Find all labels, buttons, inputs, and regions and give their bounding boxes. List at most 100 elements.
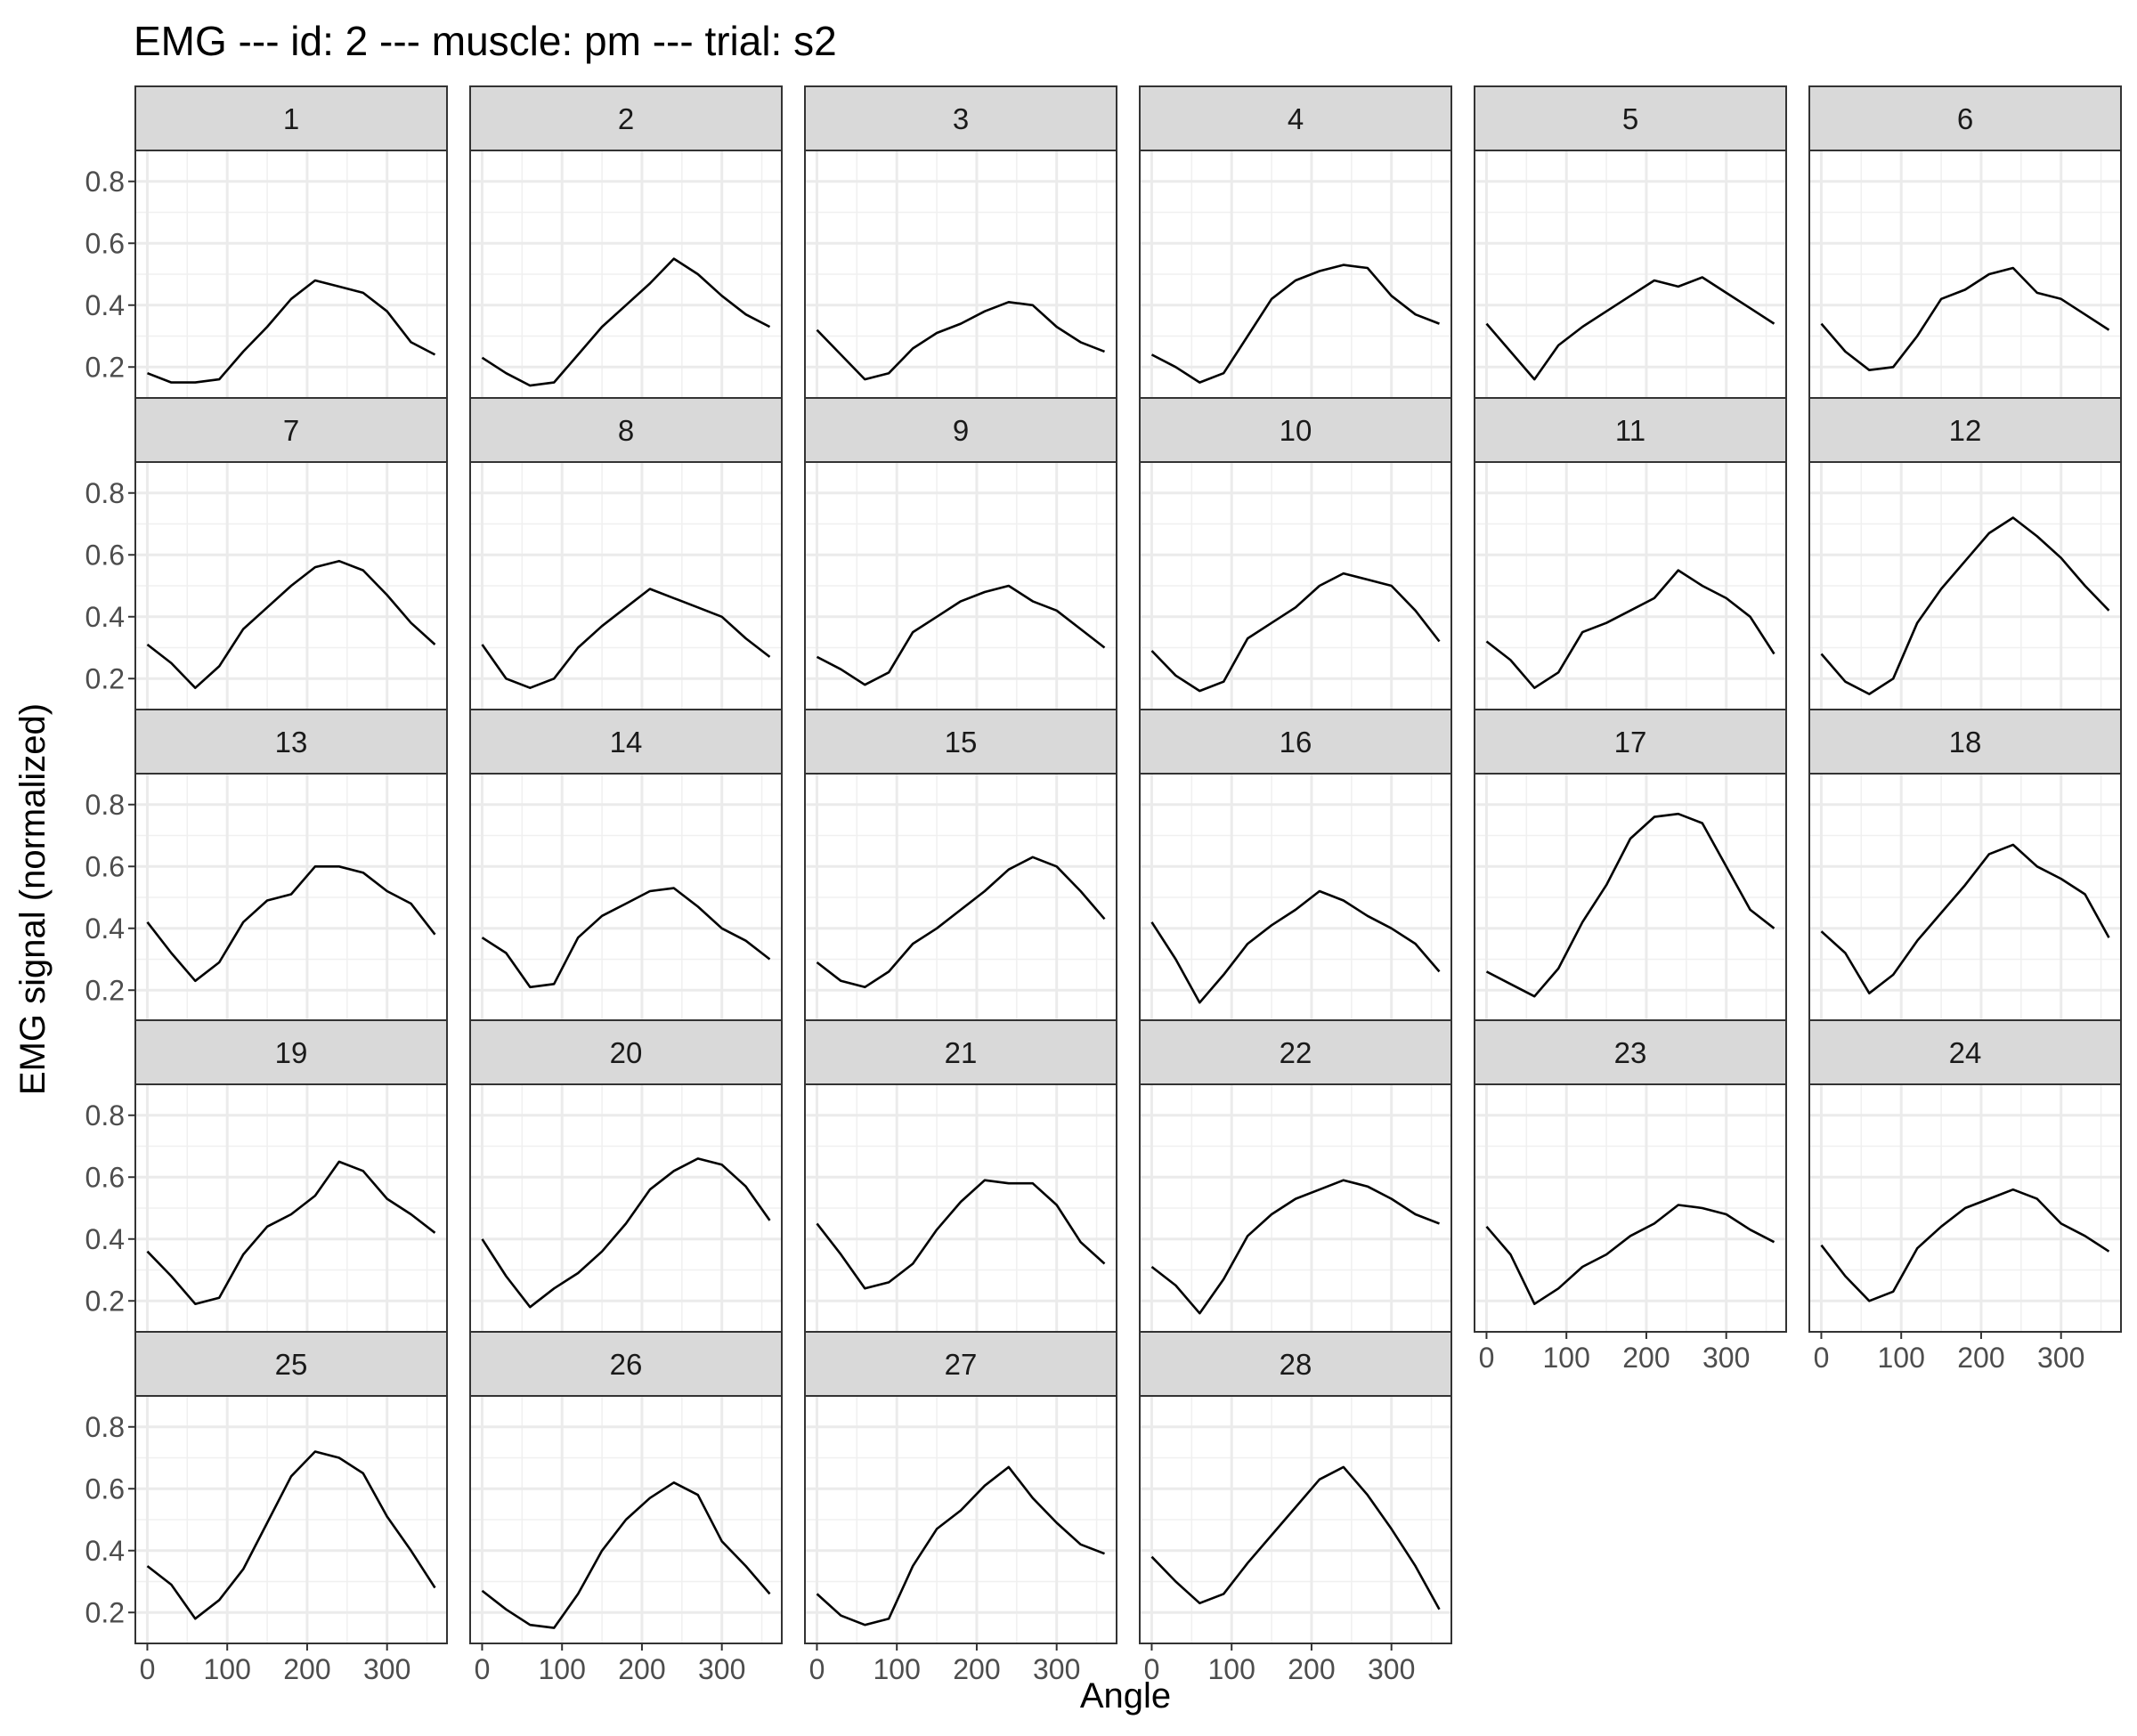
facet-strip — [804, 85, 1117, 151]
facet-strip-label: 12 — [1949, 414, 1982, 447]
facet-panel-19: 19 0.2 0.4 0.6 0.8 — [85, 1019, 448, 1333]
x-tick-label: 100 — [1878, 1342, 1925, 1374]
facet-panel-22: 22 — [1139, 1019, 1452, 1333]
facet-strip — [469, 397, 783, 463]
y-tick-label: 0.2 — [85, 1596, 125, 1628]
panel-border — [804, 1395, 1117, 1644]
facet-panel-8: 8 — [469, 397, 783, 710]
facet-strip-label: 23 — [1614, 1036, 1647, 1069]
facet-grid: 10.20.40.60.82 3 4 5 670.20.40.60.88 9 10 11 121… — [85, 85, 2122, 1685]
x-tick-label: 300 — [1702, 1342, 1750, 1374]
facet-strip — [1474, 397, 1787, 463]
facet-strip-label: 21 — [945, 1036, 978, 1069]
y-tick-label: 0.6 — [85, 539, 125, 571]
facet-strip — [1474, 85, 1787, 151]
emg-series-line — [1485, 812, 1775, 998]
y-axis-title: EMG signal (normalized) — [13, 703, 53, 1095]
x-tick-label: 0 — [475, 1653, 491, 1685]
facet-strip-label: 10 — [1280, 414, 1312, 447]
facet-panel-11: 11 — [1474, 397, 1787, 710]
facet-strip-label: 3 — [953, 102, 969, 135]
x-tick-label: 200 — [1622, 1342, 1670, 1374]
y-tick-label: 0.2 — [85, 662, 125, 694]
emg-series-line — [1820, 1188, 2110, 1302]
facet-strip-label: 11 — [1615, 414, 1645, 447]
facet-panel-26: 26 0 100 200 300 — [469, 1331, 783, 1685]
x-tick-label: 300 — [2037, 1342, 2084, 1374]
x-tick-label: 200 — [1957, 1342, 2004, 1374]
facet-strip-label: 18 — [1949, 726, 1982, 758]
x-axis-title: Angle — [1080, 1676, 1171, 1716]
facet-panel-20: 20 — [469, 1019, 783, 1333]
panel-border — [469, 1395, 783, 1644]
emg-series-line — [1150, 572, 1441, 693]
x-tick-label: 200 — [1288, 1653, 1335, 1685]
facet-strip-label: 9 — [953, 414, 969, 447]
facet-strip — [1474, 709, 1787, 775]
x-tick-label: 200 — [283, 1653, 330, 1685]
emg-series-line — [481, 887, 771, 989]
emg-series-line — [1485, 276, 1775, 381]
facet-strip — [1139, 709, 1452, 775]
emg-series-line — [816, 300, 1105, 381]
facet-panel-12: 12 — [1808, 397, 2122, 710]
facet-strip-label: 16 — [1280, 726, 1312, 758]
facet-panel-5: 5 — [1474, 85, 1787, 399]
emg-series-line — [146, 864, 436, 983]
facet-strip-label: 8 — [618, 414, 634, 447]
emg-series-line — [481, 1481, 771, 1629]
facet-strip-label: 4 — [1288, 102, 1304, 135]
y-tick-label: 0.6 — [85, 1161, 125, 1193]
facet-panel-17: 17 — [1474, 709, 1787, 1022]
facet-strip-label: 28 — [1280, 1348, 1312, 1381]
emg-series-line — [1150, 889, 1441, 1004]
facet-strip — [1808, 709, 2122, 775]
panel-border — [1808, 1083, 2122, 1333]
y-tick-label: 0.6 — [85, 850, 125, 882]
facet-strip-label: 2 — [618, 102, 634, 135]
x-tick-label: 100 — [539, 1653, 586, 1685]
y-tick-label: 0.4 — [85, 1535, 125, 1567]
facet-panel-14: 14 — [469, 709, 783, 1022]
x-tick-label: 300 — [363, 1653, 410, 1685]
facet-strip-label: 20 — [610, 1036, 643, 1069]
panel-border — [1474, 1083, 1787, 1333]
facet-strip — [804, 397, 1117, 463]
y-tick-label: 0.8 — [85, 477, 125, 509]
facet-strip-label: 1 — [283, 102, 299, 135]
x-tick-label: 0 — [809, 1653, 825, 1685]
y-tick-label: 0.2 — [85, 974, 125, 1006]
x-tick-label: 300 — [1033, 1653, 1080, 1685]
x-tick-label: 100 — [873, 1653, 921, 1685]
emg-series-line — [1485, 1204, 1775, 1305]
facet-strip — [804, 1331, 1117, 1397]
facet-panel-9: 9 — [804, 397, 1117, 710]
x-tick-label: 100 — [1208, 1653, 1255, 1685]
emg-series-line — [816, 856, 1106, 989]
facet-panel-21: 21 — [804, 1019, 1117, 1333]
panel-border — [1139, 1395, 1452, 1644]
facet-strip-label: 22 — [1280, 1036, 1312, 1069]
facet-strip-label: 27 — [945, 1348, 978, 1381]
facet-panel-4: 4 — [1139, 85, 1452, 399]
facet-strip-label: 26 — [610, 1348, 643, 1381]
facet-strip-label: 6 — [1957, 102, 1973, 135]
facet-strip-label: 17 — [1614, 726, 1647, 758]
facet-panel-27: 27 0 100 200 300 — [804, 1331, 1117, 1685]
emg-series-line — [1820, 843, 2110, 994]
y-tick-label: 0.8 — [85, 1099, 125, 1132]
facet-panel-6: 6 — [1808, 85, 2122, 399]
facet-strip — [134, 1331, 448, 1397]
x-tick-label: 300 — [698, 1653, 745, 1685]
facet-panel-24: 24 0 100 200 300 — [1808, 1019, 2122, 1374]
facet-panel-15: 15 — [804, 709, 1117, 1022]
emg-series-line — [481, 257, 771, 387]
x-tick-label: 0 — [1144, 1653, 1160, 1685]
facet-strip — [1139, 1019, 1452, 1085]
facet-panel-16: 16 — [1139, 709, 1452, 1022]
facet-panel-2: 2 — [469, 85, 783, 399]
y-tick-label: 0.4 — [85, 289, 125, 321]
emg-series-line — [146, 1160, 436, 1305]
facet-strip-label: 13 — [275, 726, 308, 758]
emg-series-line — [1150, 264, 1440, 384]
